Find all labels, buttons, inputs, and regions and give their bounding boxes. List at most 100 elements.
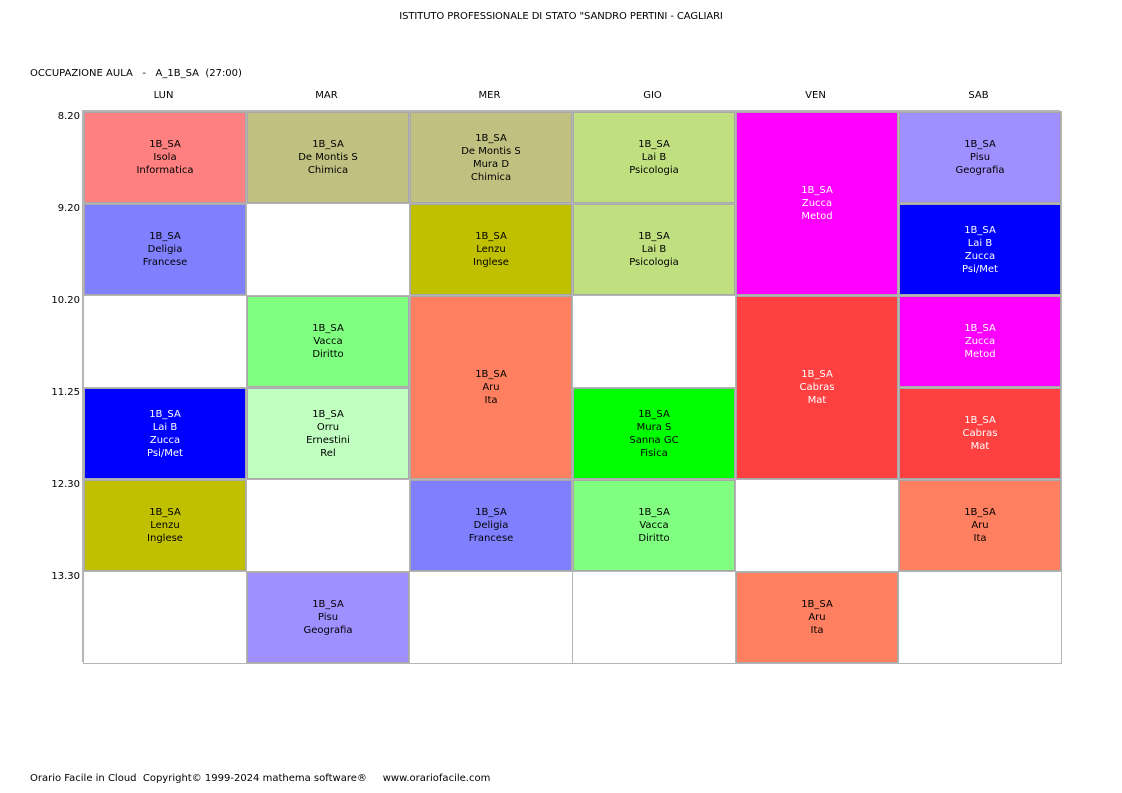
lesson-line: Metod (801, 211, 833, 222)
day-header-sab: SAB (968, 90, 989, 101)
lesson-line: Informatica (136, 165, 194, 176)
lesson-block[interactable]: 1B_SA Cabras Mat (899, 388, 1061, 479)
room-occupancy-label: OCCUPAZIONE AULA - A_1B_SA (27:00) (30, 68, 242, 79)
lesson-line: Psi/Met (962, 263, 998, 275)
lesson-line: Mura S (636, 421, 672, 433)
lesson-line: Zucca (801, 198, 833, 209)
lesson-class: 1B_SA (638, 139, 670, 150)
lesson-class: 1B_SA (964, 415, 996, 426)
lesson-line: Lai B (152, 421, 178, 433)
lesson-line: Deligia (473, 520, 509, 531)
lesson-block[interactable]: 1B_SA Aru Ita (736, 572, 898, 663)
lesson-line: Aru (971, 520, 989, 531)
lesson-block[interactable]: 1B_SA Deligia Francese (84, 204, 246, 295)
lesson-line: Zucca (964, 336, 996, 347)
day-header-mer: MER (478, 90, 501, 101)
day-header-ven: VEN (805, 90, 826, 101)
lesson-class: 1B_SA (149, 507, 181, 518)
lesson-line: Chimica (470, 171, 512, 183)
lesson-block[interactable]: 1B_SA Vacca Diritto (573, 480, 735, 571)
lesson-class: 1B_SA (149, 231, 181, 242)
lesson-block[interactable]: 1B_SA Orru Ernestini Rel (247, 388, 409, 479)
lesson-line: Ita (484, 395, 498, 406)
lesson-class: 1B_SA (149, 408, 181, 420)
lesson-block[interactable]: 1B_SA Lenzu Inglese (84, 480, 246, 571)
lesson-line: Zucca (149, 434, 181, 446)
lesson-class: 1B_SA (801, 599, 833, 610)
lesson-block[interactable]: 1B_SA Aru Ita (899, 480, 1061, 571)
lesson-block[interactable]: 1B_SA Pisu Geografia (247, 572, 409, 663)
lesson-block[interactable]: 1B_SA Pisu Geografia (899, 112, 1061, 203)
lesson-line: Psi/Met (147, 447, 183, 459)
time-label: 12.30 (51, 479, 80, 490)
grid-cell (898, 571, 1062, 664)
time-label: 13.30 (51, 571, 80, 582)
lesson-line: Orru (316, 421, 340, 433)
grid-cell (735, 479, 899, 572)
lesson-line: Ita (810, 625, 824, 636)
lesson-block[interactable]: 1B_SA Zucca Metod (736, 112, 898, 295)
lesson-block[interactable]: 1B_SA Mura S Sanna GC Fisica (573, 388, 735, 479)
lesson-class: 1B_SA (801, 185, 833, 196)
lesson-line: Metod (964, 349, 996, 360)
lesson-line: Francese (142, 257, 188, 268)
school-title: ISTITUTO PROFESSIONALE DI STATO "SANDRO … (399, 11, 723, 22)
lesson-line: Pisu (317, 612, 339, 623)
lesson-line: Psicologia (629, 257, 679, 268)
lesson-line: Lai B (967, 237, 993, 249)
lesson-line: Cabras (799, 382, 835, 393)
footer-copyright: Orario Facile in Cloud Copyright© 1999-2… (30, 773, 491, 784)
lesson-line: Fisica (640, 447, 668, 459)
lesson-line: Lai B (641, 244, 667, 255)
lesson-block[interactable]: 1B_SA De Montis S Chimica (247, 112, 409, 203)
lesson-line: Psicologia (629, 165, 679, 176)
lesson-block[interactable]: 1B_SA De Montis S Mura D Chimica (410, 112, 572, 203)
lesson-line: Vacca (639, 520, 669, 531)
lesson-class: 1B_SA (638, 408, 670, 420)
lesson-line: Geografia (303, 625, 353, 636)
lesson-line: Ita (973, 533, 987, 544)
lesson-class: 1B_SA (801, 369, 833, 380)
lesson-class: 1B_SA (312, 139, 344, 150)
lesson-line: Pisu (969, 152, 991, 163)
time-label: 10.20 (51, 295, 80, 306)
lesson-block[interactable]: 1B_SA Lai B Zucca Psi/Met (84, 388, 246, 479)
lesson-line: Rel (320, 447, 336, 459)
lesson-line: De Montis S (461, 145, 521, 157)
lesson-class: 1B_SA (964, 323, 996, 334)
lesson-line: Inglese (473, 257, 509, 268)
lesson-block[interactable]: 1B_SA Zucca Metod (899, 296, 1061, 387)
lesson-class: 1B_SA (149, 139, 181, 150)
lesson-block[interactable]: 1B_SA Lai B Zucca Psi/Met (899, 204, 1061, 295)
lesson-class: 1B_SA (475, 507, 507, 518)
grid-cell (83, 571, 247, 664)
lesson-class: 1B_SA (475, 231, 507, 242)
lesson-line: Ernestini (306, 434, 350, 446)
lesson-class: 1B_SA (964, 139, 996, 150)
lesson-block[interactable]: 1B_SA Deligia Francese (410, 480, 572, 571)
lesson-block[interactable]: 1B_SA Lai B Psicologia (573, 204, 735, 295)
lesson-block[interactable]: 1B_SA Lai B Psicologia (573, 112, 735, 203)
day-header-gio: GIO (643, 90, 662, 101)
lesson-line: Geografia (955, 165, 1005, 176)
lesson-class: 1B_SA (312, 408, 344, 420)
grid-cell (246, 203, 410, 296)
lesson-block[interactable]: 1B_SA Vacca Diritto (247, 296, 409, 387)
grid-cell (572, 571, 736, 664)
lesson-line: Diritto (312, 349, 344, 360)
lesson-class: 1B_SA (638, 507, 670, 518)
lesson-line: Cabras (962, 428, 998, 439)
lesson-block[interactable]: 1B_SA Isola Informatica (84, 112, 246, 203)
lesson-class: 1B_SA (638, 231, 670, 242)
grid-cell (246, 479, 410, 572)
lesson-block[interactable]: 1B_SA Cabras Mat (736, 296, 898, 479)
lesson-block[interactable]: 1B_SA Aru Ita (410, 296, 572, 479)
lesson-line: Francese (468, 533, 514, 544)
lesson-class: 1B_SA (312, 599, 344, 610)
lesson-line: Deligia (147, 244, 183, 255)
lesson-block[interactable]: 1B_SA Lenzu Inglese (410, 204, 572, 295)
lesson-line: Mat (970, 441, 990, 452)
lesson-line: Lenzu (150, 520, 180, 531)
lesson-line: Diritto (638, 533, 670, 544)
lesson-line: Aru (482, 382, 500, 393)
